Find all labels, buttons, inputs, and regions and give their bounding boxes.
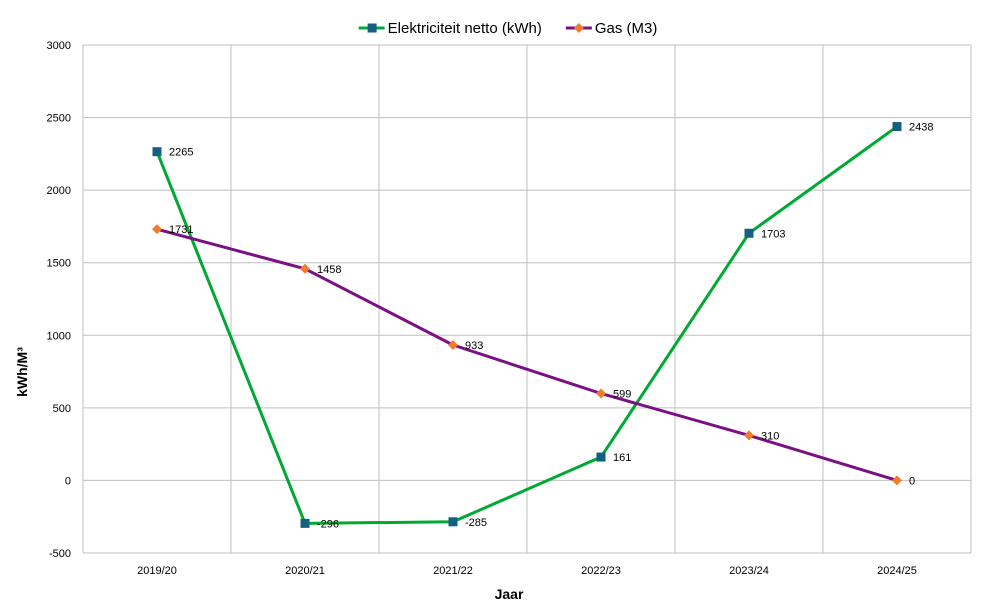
data-label: 933 [465, 340, 483, 352]
y-tick-label: 2500 [47, 113, 71, 125]
data-point-square [448, 517, 458, 527]
data-point-square [152, 147, 162, 157]
data-label: 2265 [169, 147, 193, 159]
data-label: 1458 [317, 264, 341, 276]
legend-marker-diamond [573, 23, 584, 33]
x-tick-label: 2024/25 [877, 565, 917, 577]
data-label: 2438 [909, 122, 933, 134]
axis-layer: -500 0 500 1000 1500 2000 2500 3000 2019/20 2020/… [47, 40, 917, 577]
y-axis-title: kWh/M³ [14, 347, 30, 397]
data-point-diamond [596, 388, 606, 399]
legend-marker-square [367, 23, 377, 33]
y-tick-label: -500 [49, 548, 71, 560]
data-point-diamond [448, 340, 458, 351]
data-label: 599 [613, 388, 631, 400]
x-tick-label: 2021/22 [433, 565, 473, 577]
data-label: -296 [317, 518, 339, 530]
y-tick-label: 2000 [47, 185, 71, 197]
y-tick-label: 1000 [47, 330, 71, 342]
data-point-square [744, 228, 754, 238]
grid-layer [82, 44, 972, 554]
data-label: 1703 [761, 228, 785, 240]
data-label-layer: 2265 -296 -285 161 1703 2438 1731 1458 933 599 310… [169, 122, 933, 531]
data-point-diamond [744, 430, 754, 441]
y-tick-label: 3000 [47, 40, 71, 52]
data-label: 161 [613, 452, 631, 464]
y-tick-label: 0 [65, 475, 71, 487]
data-point-square [596, 452, 606, 462]
data-label: 1731 [169, 224, 193, 236]
y-tick-label: 1500 [47, 258, 71, 270]
legend-item-2: Gas (M3) [565, 20, 658, 37]
data-point-diamond [300, 263, 310, 274]
series-line-2 [155, 227, 899, 482]
data-label: 0 [909, 475, 915, 487]
data-label: 310 [761, 430, 779, 442]
series-line-1 [155, 125, 899, 525]
data-point-square [892, 122, 902, 132]
x-tick-label: 2022/23 [581, 565, 621, 577]
series-layer [152, 122, 902, 528]
data-label: -285 [465, 517, 487, 529]
data-point-diamond [152, 224, 162, 235]
data-point-diamond [892, 475, 902, 486]
legend-label: Elektriciteit netto (kWh) [388, 20, 542, 37]
x-axis-title: Jaar [495, 586, 524, 602]
data-point-square [300, 518, 310, 528]
x-tick-label: 2020/21 [285, 565, 325, 577]
x-tick-label: 2019/20 [137, 565, 177, 577]
x-tick-label: 2023/24 [729, 565, 769, 577]
legend-item-1: Elektriciteit netto (kWh) [358, 20, 542, 37]
y-tick-label: 500 [53, 403, 71, 415]
legend: Elektriciteit netto (kWh) Gas (M3) [358, 20, 658, 37]
legend-label: Gas (M3) [595, 20, 658, 37]
